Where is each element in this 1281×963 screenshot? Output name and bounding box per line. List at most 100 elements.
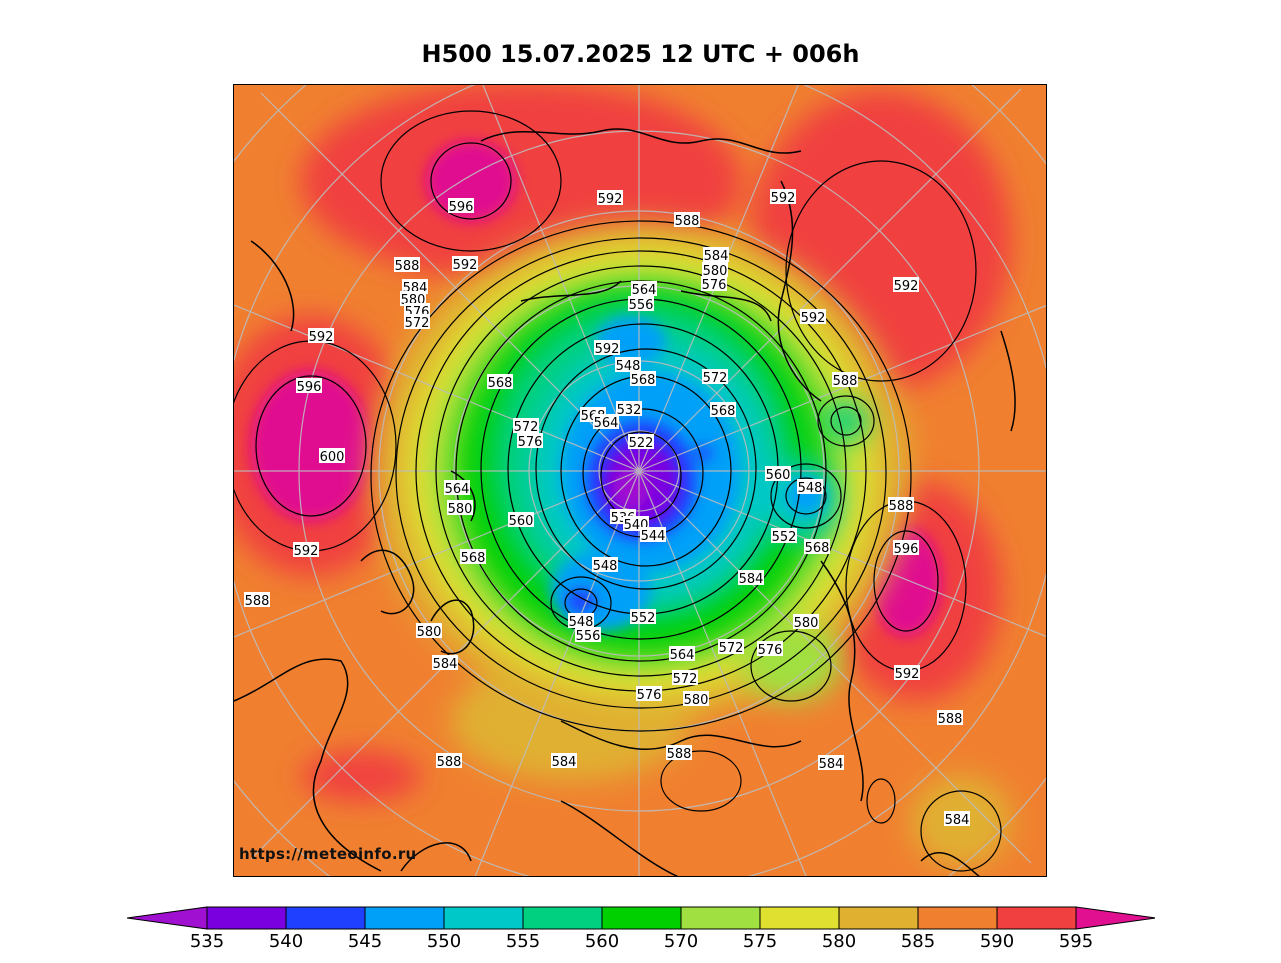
contour-label: 568 xyxy=(630,371,656,388)
contour-label: 592 xyxy=(293,542,319,559)
contour-label: 596 xyxy=(296,378,322,395)
contour-label: 584 xyxy=(738,570,764,587)
contour-label: 596 xyxy=(893,540,919,557)
contour-label: 596 xyxy=(448,198,474,215)
contour-label: 552 xyxy=(630,609,656,626)
contour-label: 576 xyxy=(636,686,662,703)
colorbar-tick-label: 570 xyxy=(663,931,699,952)
svg-text:588: 588 xyxy=(395,259,420,274)
svg-text:522: 522 xyxy=(629,436,654,451)
colorbar-swatch xyxy=(364,906,445,930)
svg-text:588: 588 xyxy=(889,499,914,514)
contour-label: 522 xyxy=(628,434,654,451)
contour-label: 588 xyxy=(888,497,914,514)
contour-label: 592 xyxy=(594,340,620,357)
contour-label: 580 xyxy=(702,262,728,279)
contour-label: 592 xyxy=(597,190,623,207)
svg-text:584: 584 xyxy=(819,757,844,772)
colorbar-tick-label: 550 xyxy=(426,931,462,952)
svg-text:548: 548 xyxy=(569,615,594,630)
colorbar-swatch xyxy=(443,906,524,930)
colorbar-tick-label: 540 xyxy=(268,931,304,952)
svg-text:584: 584 xyxy=(433,657,458,672)
contour-label: 568 xyxy=(804,539,830,556)
colorbar-swatch xyxy=(522,906,603,930)
map-title: H500 15.07.2025 12 UTC + 006h xyxy=(421,40,860,68)
svg-text:600: 600 xyxy=(320,450,345,465)
contour-label: 568 xyxy=(710,402,736,419)
contour-label: 552 xyxy=(771,528,797,545)
contour-label: 564 xyxy=(444,480,470,497)
contour-label: 588 xyxy=(244,592,270,609)
contour-label: 580 xyxy=(416,623,442,640)
svg-text:564: 564 xyxy=(670,648,695,663)
svg-text:592: 592 xyxy=(771,191,796,206)
svg-text:548: 548 xyxy=(593,559,618,574)
svg-text:556: 556 xyxy=(576,629,601,644)
svg-text:576: 576 xyxy=(758,643,783,658)
colorbar-swatch xyxy=(680,906,761,930)
colorbar-swatch xyxy=(126,906,208,930)
svg-text:588: 588 xyxy=(667,747,692,762)
colorbar-tick-label: 580 xyxy=(821,931,857,952)
contour-label: 588 xyxy=(666,745,692,762)
colorbar-tick-label: 560 xyxy=(584,931,620,952)
contour-label: 588 xyxy=(436,753,462,770)
colorbar-tick-label: 545 xyxy=(347,931,383,952)
svg-text:592: 592 xyxy=(894,279,919,294)
contour-label: 588 xyxy=(832,372,858,389)
contour-label: 580 xyxy=(683,691,709,708)
colorbar-tick-label: 575 xyxy=(742,931,778,952)
graticule xyxy=(234,85,1046,876)
svg-text:592: 592 xyxy=(309,330,334,345)
contour-label: 572 xyxy=(404,314,430,331)
contour-label: 584 xyxy=(432,655,458,672)
svg-text:592: 592 xyxy=(453,258,478,273)
colorbar-swatch xyxy=(601,906,682,930)
contour-label: 584 xyxy=(944,811,970,828)
contour-label: 576 xyxy=(757,641,783,658)
svg-text:552: 552 xyxy=(631,611,656,626)
svg-text:580: 580 xyxy=(417,625,442,640)
svg-text:580: 580 xyxy=(703,264,728,279)
contour-label: 532 xyxy=(616,401,642,418)
svg-text:556: 556 xyxy=(629,298,654,313)
colorbar-tick-label: 595 xyxy=(1058,931,1094,952)
contour-label: 572 xyxy=(513,418,539,435)
coastlines xyxy=(234,128,1016,876)
contour-label: 588 xyxy=(394,257,420,274)
svg-text:548: 548 xyxy=(798,481,823,496)
contour-label: 572 xyxy=(672,670,698,687)
contour-label: 584 xyxy=(551,753,577,770)
contour-label: 580 xyxy=(447,500,473,517)
svg-text:572: 572 xyxy=(703,371,728,386)
svg-text:568: 568 xyxy=(631,373,656,388)
svg-text:592: 592 xyxy=(895,667,920,682)
contour-label: 592 xyxy=(800,309,826,326)
contour-label: 556 xyxy=(575,627,601,644)
svg-text:548: 548 xyxy=(616,359,641,374)
contour-label: 572 xyxy=(718,639,744,656)
colorbar-tick-label: 535 xyxy=(189,931,225,952)
contour-lines xyxy=(234,110,1002,872)
contour-label: 580 xyxy=(793,614,819,631)
svg-text:544: 544 xyxy=(641,529,666,544)
svg-text:564: 564 xyxy=(632,283,657,298)
contour-label: 548 xyxy=(568,613,594,630)
svg-text:568: 568 xyxy=(805,541,830,556)
contour-label: 548 xyxy=(615,357,641,374)
colorbar-tick-label: 555 xyxy=(505,931,541,952)
field-below-535 xyxy=(613,469,649,509)
colorbar xyxy=(125,905,1157,939)
contour-label: 600 xyxy=(319,448,345,465)
svg-text:560: 560 xyxy=(766,468,791,483)
svg-text:580: 580 xyxy=(448,502,473,517)
contour-label: 576 xyxy=(701,276,727,293)
contour-label: 548 xyxy=(592,557,618,574)
svg-text:584: 584 xyxy=(704,249,729,264)
contour-label: 584 xyxy=(703,247,729,264)
contour-label: 544 xyxy=(640,527,666,544)
svg-text:596: 596 xyxy=(894,542,919,557)
colorbar-tick-label: 585 xyxy=(900,931,936,952)
colorbar-swatch xyxy=(1075,906,1157,930)
